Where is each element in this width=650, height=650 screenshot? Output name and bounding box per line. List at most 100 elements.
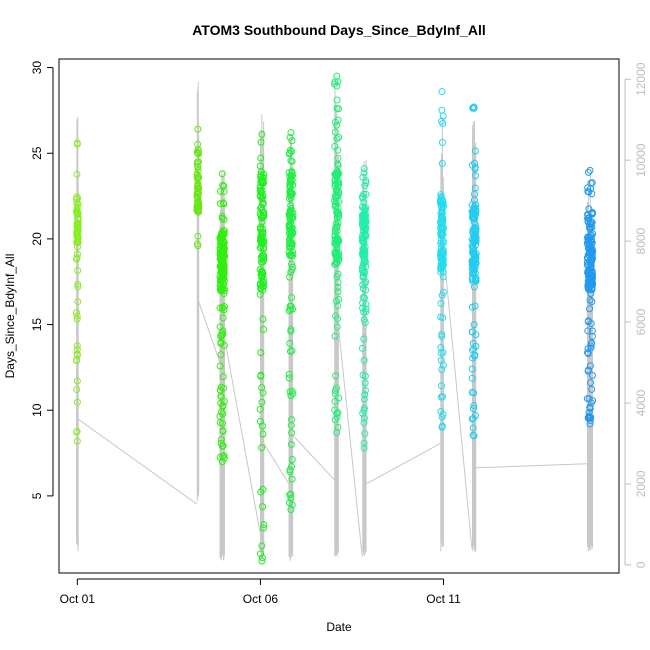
data-point bbox=[438, 330, 446, 338]
data-point bbox=[287, 490, 295, 498]
data-point bbox=[334, 183, 342, 191]
data-point bbox=[468, 161, 476, 169]
data-point bbox=[439, 230, 447, 238]
data-point bbox=[584, 211, 592, 219]
data-point bbox=[439, 214, 447, 222]
data-point bbox=[439, 247, 447, 255]
data-point bbox=[219, 314, 227, 322]
data-point bbox=[193, 173, 201, 181]
data-point bbox=[220, 454, 228, 462]
data-point bbox=[470, 103, 478, 111]
data-point bbox=[334, 283, 342, 291]
data-point bbox=[74, 239, 82, 247]
data-point bbox=[361, 391, 369, 399]
data-point bbox=[584, 327, 592, 335]
data-point bbox=[470, 432, 478, 440]
data-point bbox=[287, 421, 295, 429]
data-point bbox=[73, 170, 81, 178]
data-point bbox=[287, 494, 295, 502]
data-point bbox=[289, 172, 297, 180]
data-point bbox=[218, 332, 226, 340]
data-point bbox=[216, 386, 224, 394]
data-point bbox=[588, 209, 596, 217]
data-point bbox=[218, 304, 226, 312]
data-point bbox=[286, 146, 294, 154]
data-point bbox=[586, 305, 594, 313]
data-point bbox=[439, 273, 447, 281]
data-point bbox=[286, 133, 294, 141]
data-point bbox=[194, 125, 202, 133]
data-point bbox=[335, 178, 343, 186]
data-point bbox=[584, 349, 592, 357]
data-point bbox=[216, 273, 224, 281]
data-point bbox=[437, 393, 445, 401]
data-point bbox=[257, 488, 265, 496]
x-tick-label: Oct 06 bbox=[243, 592, 279, 606]
data-point bbox=[219, 181, 227, 189]
data-point bbox=[334, 146, 342, 154]
data-point bbox=[437, 299, 445, 307]
data-point bbox=[588, 278, 596, 286]
data-point bbox=[257, 214, 265, 222]
data-point bbox=[216, 187, 224, 195]
data-point bbox=[258, 218, 266, 226]
data-point bbox=[360, 419, 368, 427]
data-point bbox=[438, 139, 446, 147]
data-point bbox=[334, 154, 342, 162]
data-point bbox=[584, 280, 592, 288]
data-point bbox=[286, 182, 294, 190]
data-point bbox=[334, 192, 342, 200]
data-point bbox=[334, 279, 342, 287]
data-point bbox=[586, 296, 594, 304]
data-point bbox=[360, 414, 368, 422]
data-point bbox=[259, 325, 267, 333]
data-point bbox=[217, 436, 225, 444]
data-point bbox=[73, 206, 81, 214]
data-point bbox=[361, 246, 369, 254]
data-point bbox=[469, 339, 477, 347]
data-point bbox=[194, 181, 202, 189]
data-point bbox=[74, 235, 82, 243]
data-point bbox=[259, 485, 267, 493]
data-point bbox=[259, 283, 267, 291]
data-point bbox=[285, 374, 293, 382]
x-axis: Oct 01 Oct 06 Oct 11 bbox=[60, 578, 461, 606]
data-point bbox=[288, 475, 296, 483]
data-point bbox=[361, 379, 369, 387]
data-point bbox=[219, 410, 227, 418]
data-point bbox=[359, 173, 367, 181]
data-point bbox=[193, 170, 201, 178]
data-point bbox=[220, 267, 228, 275]
data-point bbox=[286, 388, 294, 396]
data-point bbox=[74, 280, 82, 288]
data-point bbox=[257, 154, 265, 162]
x-axis-label: Date bbox=[326, 620, 352, 634]
y-tick-label: 20 bbox=[30, 232, 44, 246]
data-point bbox=[193, 148, 201, 156]
data-point bbox=[258, 554, 266, 562]
data-point bbox=[72, 309, 80, 317]
data-point bbox=[216, 255, 224, 263]
data-point bbox=[438, 366, 446, 374]
data-point bbox=[258, 206, 266, 214]
data-point bbox=[470, 208, 478, 216]
data-point bbox=[286, 223, 294, 231]
data-point bbox=[288, 147, 296, 155]
data-point bbox=[334, 238, 342, 246]
data-point bbox=[258, 130, 266, 138]
data-point bbox=[219, 403, 227, 411]
data-point bbox=[333, 429, 341, 437]
data-point bbox=[217, 338, 225, 346]
data-point bbox=[359, 299, 367, 307]
data-point bbox=[471, 229, 479, 237]
data-point bbox=[194, 163, 202, 171]
data-point bbox=[586, 420, 594, 428]
data-point bbox=[583, 395, 591, 403]
data-point bbox=[287, 302, 295, 310]
data-point bbox=[331, 176, 339, 184]
data-point bbox=[584, 184, 592, 192]
data-point bbox=[73, 342, 81, 350]
data-point bbox=[194, 158, 202, 166]
data-point bbox=[472, 210, 480, 218]
data-point bbox=[588, 332, 596, 340]
